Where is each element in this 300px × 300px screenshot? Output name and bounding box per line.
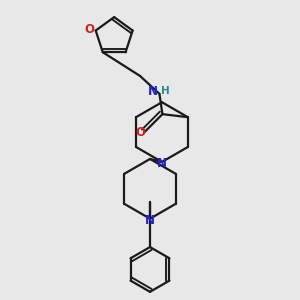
Text: O: O [85, 23, 95, 36]
Text: N: N [148, 85, 158, 98]
Text: N: N [157, 157, 167, 170]
Text: H: H [161, 86, 170, 97]
Text: O: O [135, 127, 145, 140]
Text: N: N [145, 214, 155, 227]
